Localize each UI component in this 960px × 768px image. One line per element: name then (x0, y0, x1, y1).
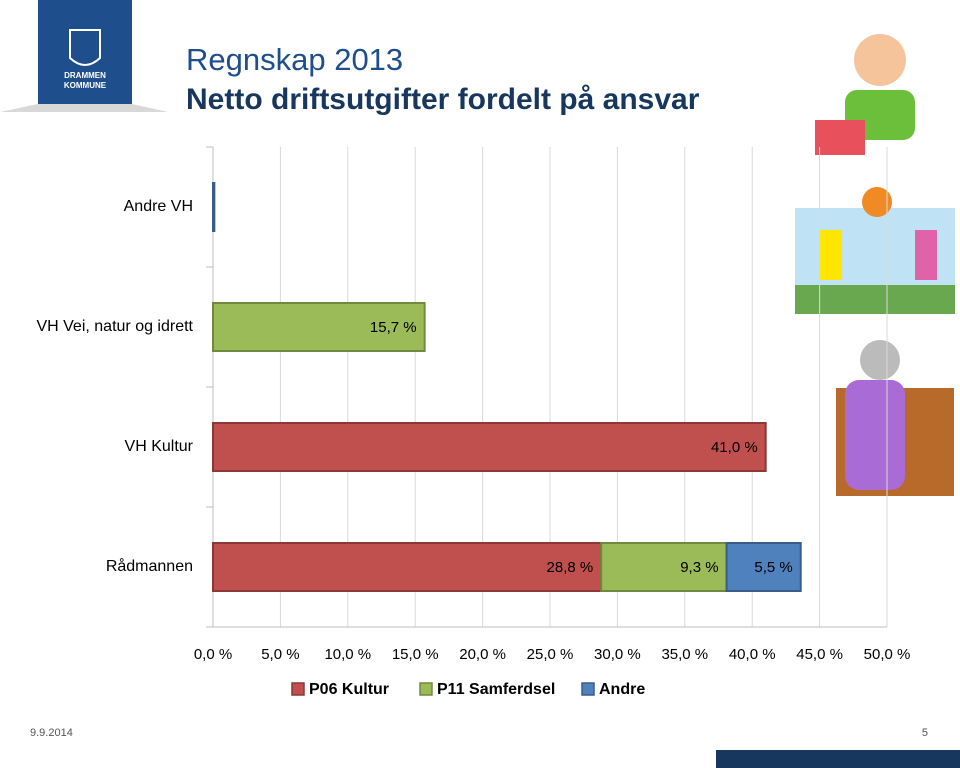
y-tick-label: Rådmannen (106, 557, 193, 575)
y-tick-label: VH Kultur (125, 438, 194, 455)
logo-text: KOMMUNE (64, 81, 107, 90)
data-label: 28,8 % (547, 559, 594, 576)
logo-crest (69, 29, 101, 66)
legend-label: Andre (599, 681, 645, 698)
footer-date: 9.9.2014 (30, 727, 73, 739)
bar (212, 422, 767, 472)
x-tick-label: 10,0 % (324, 646, 371, 663)
bar (212, 542, 603, 592)
legend-label: P06 Kultur (309, 681, 389, 698)
x-tick-label: 0,0 % (194, 646, 232, 663)
x-tick-label: 45,0 % (796, 646, 843, 663)
data-label: 9,3 % (680, 559, 718, 576)
logo (38, 0, 132, 108)
x-tick-label: 35,0 % (661, 646, 708, 663)
y-tick-label: Andre VH (124, 198, 193, 215)
footer-bar (716, 750, 960, 768)
logo-shadow (0, 104, 168, 112)
bar (212, 182, 216, 232)
title: Regnskap 2013 (186, 42, 403, 77)
clipart (795, 34, 955, 496)
x-tick-label: 40,0 % (729, 646, 776, 663)
x-tick-label: 25,0 % (527, 646, 574, 663)
subtitle: Netto driftsutgifter fordelt på ansvar (186, 83, 700, 116)
x-tick-label: 50,0 % (864, 646, 911, 663)
legend-swatch (419, 682, 433, 696)
x-tick-label: 5,0 % (261, 646, 299, 663)
legend-swatch (581, 682, 595, 696)
logo-text: DRAMMEN (64, 71, 106, 80)
legend-label: P11 Samferdsel (437, 681, 555, 698)
bar (725, 542, 802, 592)
bar (600, 542, 728, 592)
data-label: 5,5 % (754, 559, 792, 576)
data-label: 41,0 % (711, 439, 758, 456)
bar (212, 302, 426, 352)
x-tick-label: 20,0 % (459, 646, 506, 663)
data-label: 15,7 % (370, 319, 417, 336)
y-tick-label: VH Vei, natur og idrett (36, 318, 193, 335)
footer-page: 5 (922, 727, 928, 739)
x-tick-label: 30,0 % (594, 646, 641, 663)
legend-swatch (291, 682, 305, 696)
x-tick-label: 15,0 % (392, 646, 439, 663)
